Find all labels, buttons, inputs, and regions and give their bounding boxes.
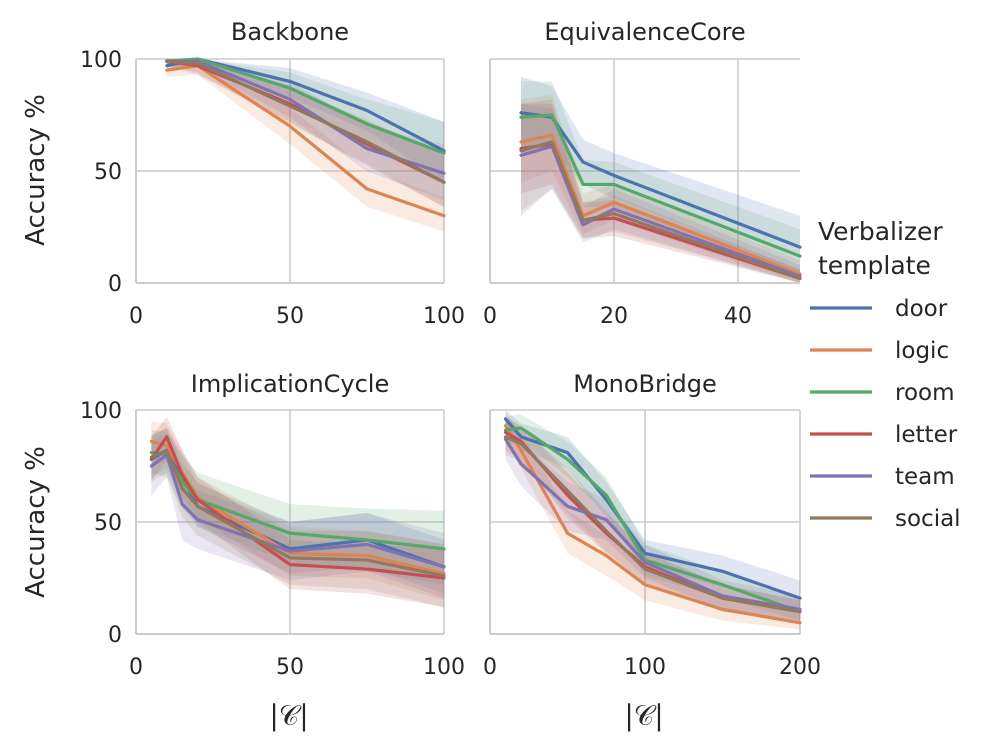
- ci-band-logic: [521, 94, 800, 283]
- panel-backbone: 0 50 100 0 50 100 Backbone: [80, 18, 465, 329]
- panel-title: EquivalenceCore: [544, 18, 745, 46]
- series-line-team: [149, 453, 446, 569]
- ci-band-team: [521, 103, 800, 283]
- series-line-social: [503, 435, 802, 614]
- x-tick-label: 50: [276, 304, 304, 329]
- series-line-logic: [165, 64, 446, 218]
- x-tick-label: 0: [483, 304, 497, 329]
- ci-band-logic: [166, 59, 445, 232]
- legend-title-line1: Verbalizer: [818, 217, 943, 246]
- legend-title-line2: template: [818, 251, 931, 280]
- x-tick-label: 200: [779, 655, 821, 680]
- series-line-social: [165, 59, 446, 184]
- series-line-room: [519, 113, 802, 258]
- series-line-letter: [149, 435, 446, 580]
- legend-label-letter: letter: [895, 422, 958, 448]
- panel-implicationcycle: 0 50 100 0 50 100 ImplicationCycle: [80, 370, 465, 680]
- panel-title: Backbone: [231, 18, 349, 46]
- panel-equivalencecore: 0 20 40 EquivalenceCore: [483, 18, 802, 329]
- ci-band-letter: [166, 59, 445, 207]
- x-tick-label: 0: [483, 655, 497, 680]
- y-tick-label: 0: [108, 272, 122, 297]
- x-tick-label: 100: [423, 655, 465, 680]
- panel-monobridge: 0 100 200 MonoBridge: [483, 370, 821, 680]
- ci-band-door: [505, 410, 800, 612]
- series-line-team: [519, 144, 802, 278]
- legend-label-social: social: [895, 506, 961, 532]
- x-tick-label: 100: [423, 304, 465, 329]
- series-line-logic: [503, 424, 802, 625]
- legend-items: door logic room letter team social: [810, 296, 961, 532]
- series-line-door: [503, 417, 802, 600]
- series-line-room: [503, 426, 802, 614]
- y-tick-label: 50: [94, 511, 122, 536]
- ci-band-door: [151, 427, 444, 594]
- legend-label-team: team: [895, 464, 955, 490]
- legend: Verbalizer template door logic room letter t…: [810, 217, 961, 532]
- x-tick-label: 100: [624, 655, 666, 680]
- x-tick-label: 50: [276, 655, 304, 680]
- panel-title: MonoBridge: [573, 370, 717, 398]
- series-line-social: [519, 140, 802, 281]
- y-axis-label-top: Accuracy %: [21, 94, 51, 246]
- ci-band-team: [166, 59, 445, 201]
- panels: 0 50 100 0 50 100 Backbone 0 20 40 EquivalenceCore…: [80, 18, 821, 680]
- series-line-team: [503, 437, 802, 611]
- legend-label-door: door: [895, 296, 948, 322]
- y-tick-label: 100: [80, 399, 122, 424]
- x-axis-label-right: |𝒞|: [624, 699, 663, 732]
- y-tick-label: 50: [94, 160, 122, 185]
- x-tick-label: 20: [600, 304, 628, 329]
- x-axis-label-left: |𝒞|: [269, 699, 308, 732]
- y-tick-label: 0: [108, 623, 122, 648]
- x-tick-label: 40: [724, 304, 752, 329]
- legend-label-logic: logic: [895, 338, 949, 364]
- series-line-logic: [519, 133, 802, 276]
- panel-title: ImplicationCycle: [191, 370, 390, 398]
- legend-label-room: room: [895, 380, 955, 406]
- x-tick-label: 0: [129, 304, 143, 329]
- y-axis-label-bottom: Accuracy %: [21, 446, 51, 598]
- ci-band-door: [521, 76, 800, 272]
- x-tick-label: 0: [129, 655, 143, 680]
- y-tick-label: 100: [80, 48, 122, 73]
- series-line-social: [149, 448, 446, 578]
